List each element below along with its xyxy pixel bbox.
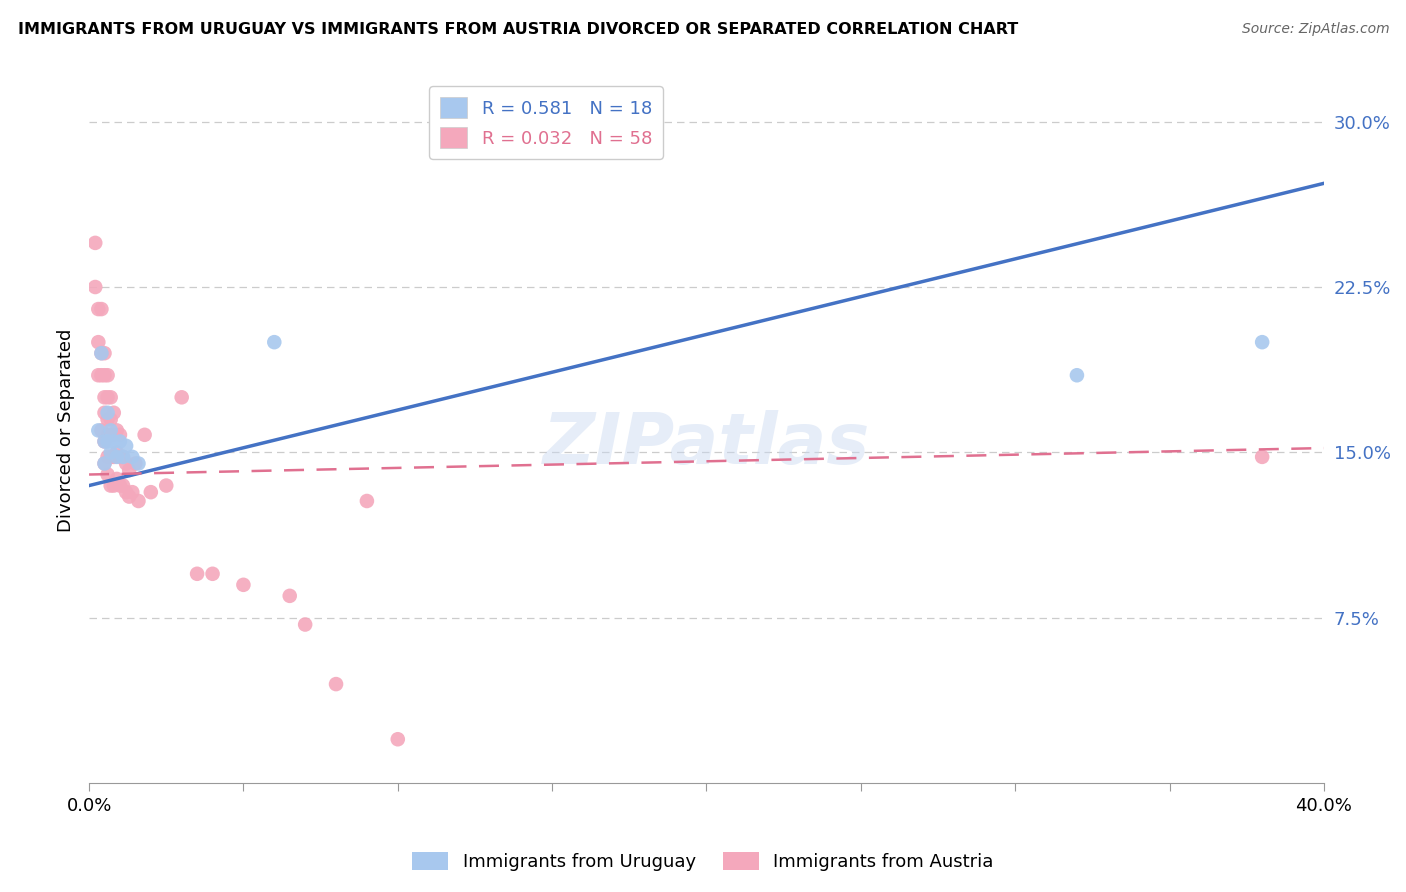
Point <box>115 439 138 453</box>
Point <box>87 301 110 316</box>
Point <box>105 450 128 464</box>
Point <box>103 427 125 442</box>
Point <box>97 390 120 404</box>
Point <box>263 335 285 350</box>
Point <box>121 485 143 500</box>
Point <box>103 406 125 420</box>
Point <box>108 478 131 492</box>
Point <box>87 424 110 438</box>
Text: ZIPatlas: ZIPatlas <box>543 410 870 479</box>
Point <box>1251 335 1274 350</box>
Point <box>112 450 135 464</box>
Point <box>93 346 115 360</box>
Point <box>90 346 112 360</box>
Point <box>84 235 107 250</box>
Point <box>387 732 409 747</box>
Point <box>325 677 347 691</box>
Point <box>87 335 110 350</box>
Point <box>87 368 110 383</box>
Point <box>100 427 122 442</box>
Point <box>127 494 149 508</box>
Point <box>97 427 120 442</box>
Point <box>356 494 378 508</box>
Point <box>108 450 131 464</box>
Point <box>112 478 135 492</box>
Point <box>97 467 120 482</box>
Point <box>278 589 301 603</box>
Text: IMMIGRANTS FROM URUGUAY VS IMMIGRANTS FROM AUSTRIA DIVORCED OR SEPARATED CORRELA: IMMIGRANTS FROM URUGUAY VS IMMIGRANTS FR… <box>18 22 1018 37</box>
Point <box>93 390 115 404</box>
Point <box>90 368 112 383</box>
Point <box>115 485 138 500</box>
Point <box>103 434 125 449</box>
Point <box>93 457 115 471</box>
Point <box>294 617 316 632</box>
Legend: Immigrants from Uruguay, Immigrants from Austria: Immigrants from Uruguay, Immigrants from… <box>405 845 1001 879</box>
Text: Source: ZipAtlas.com: Source: ZipAtlas.com <box>1241 22 1389 37</box>
Y-axis label: Divorced or Separated: Divorced or Separated <box>58 329 75 533</box>
Point <box>112 450 135 464</box>
Point <box>108 427 131 442</box>
Point <box>97 450 120 464</box>
Point <box>97 406 120 420</box>
Point <box>100 450 122 464</box>
Point <box>97 412 120 426</box>
Point <box>100 424 122 438</box>
Point <box>97 434 120 449</box>
Point <box>97 368 120 383</box>
Point <box>1251 450 1274 464</box>
Point <box>108 434 131 449</box>
Point <box>100 478 122 492</box>
Point <box>1066 368 1088 383</box>
Point <box>170 390 193 404</box>
Point <box>93 434 115 449</box>
Point <box>105 445 128 459</box>
Point <box>90 301 112 316</box>
Point <box>115 457 138 471</box>
Point <box>93 434 115 449</box>
Point <box>100 412 122 426</box>
Point <box>90 424 112 438</box>
Point <box>105 472 128 486</box>
Point <box>201 566 224 581</box>
Point <box>127 457 149 471</box>
Point <box>84 280 107 294</box>
Point <box>93 457 115 471</box>
Point <box>93 406 115 420</box>
Point <box>155 478 177 492</box>
Point <box>134 427 156 442</box>
Point <box>232 578 254 592</box>
Point <box>90 346 112 360</box>
Point <box>139 485 162 500</box>
Point <box>118 463 141 477</box>
Point <box>103 478 125 492</box>
Point <box>93 368 115 383</box>
Point <box>105 424 128 438</box>
Point <box>100 390 122 404</box>
Point <box>124 457 146 471</box>
Point <box>100 445 122 459</box>
Legend: R = 0.581   N = 18, R = 0.032   N = 58: R = 0.581 N = 18, R = 0.032 N = 58 <box>429 87 662 159</box>
Point <box>103 450 125 464</box>
Point <box>118 490 141 504</box>
Point <box>186 566 208 581</box>
Point <box>121 450 143 464</box>
